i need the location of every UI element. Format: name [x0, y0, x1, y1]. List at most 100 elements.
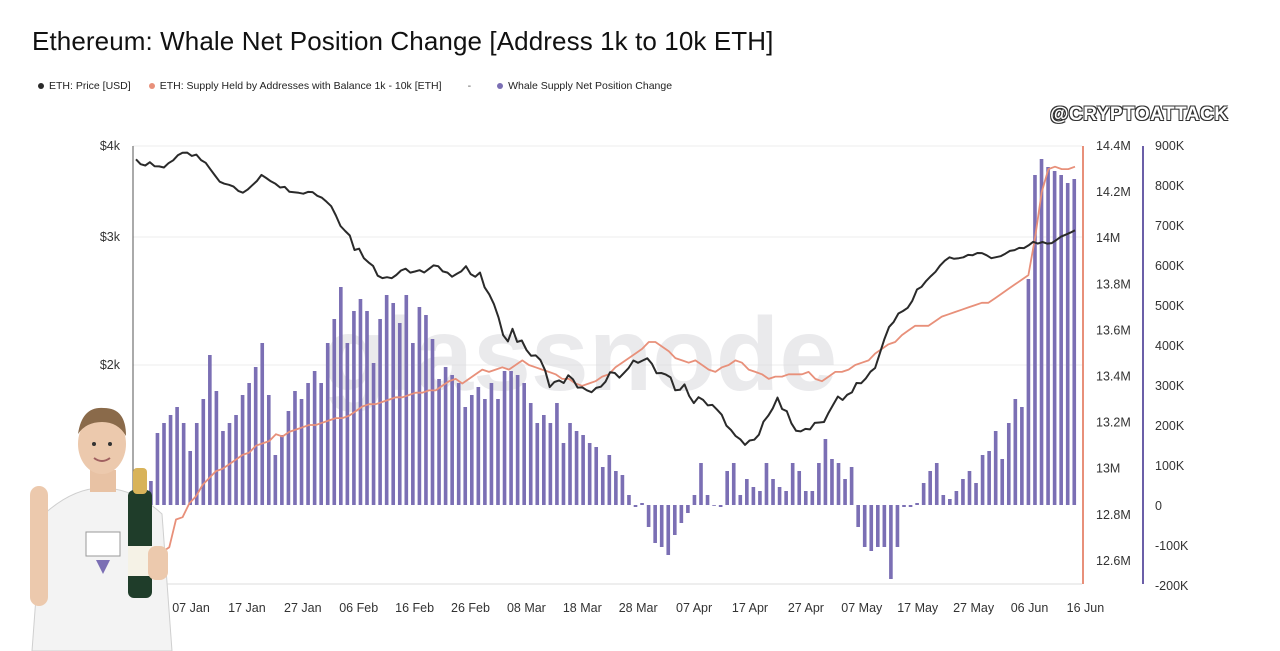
net-change-bar[interactable]: [1059, 175, 1063, 505]
net-change-bar[interactable]: [672, 505, 677, 535]
net-change-bar[interactable]: [902, 505, 906, 507]
net-change-bar[interactable]: [646, 505, 651, 527]
net-change-bar[interactable]: [1013, 399, 1018, 505]
net-change-bar[interactable]: [273, 455, 278, 505]
net-change-bar[interactable]: [627, 495, 631, 505]
net-change-bar[interactable]: [168, 415, 173, 505]
net-change-bar[interactable]: [253, 367, 258, 505]
net-change-bar[interactable]: [371, 363, 376, 505]
net-change-bar[interactable]: [679, 505, 684, 523]
net-change-bar[interactable]: [718, 505, 723, 507]
net-change-bar[interactable]: [751, 487, 756, 505]
net-change-bar[interactable]: [993, 431, 998, 505]
net-change-bar[interactable]: [797, 471, 802, 505]
net-change-bar[interactable]: [417, 307, 422, 505]
net-change-bar[interactable]: [961, 479, 965, 505]
net-change-bar[interactable]: [875, 505, 880, 547]
net-change-bar[interactable]: [659, 505, 664, 547]
net-change-bar[interactable]: [895, 505, 900, 547]
net-change-bar[interactable]: [1046, 167, 1050, 505]
net-change-bar[interactable]: [483, 399, 487, 505]
net-change-bar[interactable]: [175, 407, 179, 505]
net-change-bar[interactable]: [260, 343, 265, 505]
net-change-bar[interactable]: [345, 343, 350, 505]
net-change-bar[interactable]: [653, 505, 657, 543]
price-line[interactable]: [135, 151, 1076, 446]
net-change-bar[interactable]: [810, 491, 815, 505]
net-change-bar[interactable]: [201, 399, 206, 505]
net-change-bar[interactable]: [1033, 175, 1037, 505]
legend-item-supply[interactable]: ETH: Supply Held by Addresses with Balan…: [148, 80, 442, 92]
net-change-bar[interactable]: [620, 475, 625, 505]
net-change-bar[interactable]: [777, 487, 782, 505]
net-change-bar[interactable]: [535, 423, 540, 505]
net-change-bar[interactable]: [1065, 183, 1070, 505]
net-change-bar[interactable]: [692, 495, 697, 505]
net-change-bar[interactable]: [515, 375, 520, 505]
net-change-bar[interactable]: [574, 431, 579, 505]
net-change-bar[interactable]: [424, 315, 428, 505]
net-change-bar[interactable]: [489, 383, 494, 505]
net-change-bar[interactable]: [502, 371, 507, 505]
net-change-bar[interactable]: [299, 399, 304, 505]
net-change-bar[interactable]: [1052, 171, 1057, 505]
net-change-bar[interactable]: [181, 423, 186, 505]
net-change-bar[interactable]: [397, 323, 402, 505]
net-change-bar[interactable]: [686, 505, 690, 513]
net-change-bar[interactable]: [378, 319, 382, 505]
net-change-bar[interactable]: [332, 319, 337, 505]
net-change-bar[interactable]: [286, 411, 291, 505]
net-change-bar[interactable]: [731, 463, 736, 505]
net-change-bar[interactable]: [980, 455, 985, 505]
net-change-bar[interactable]: [784, 491, 788, 505]
net-change-bar[interactable]: [882, 505, 887, 547]
net-change-bar[interactable]: [934, 463, 939, 505]
net-change-bar[interactable]: [849, 467, 854, 505]
net-change-bar[interactable]: [666, 505, 671, 555]
net-change-bar[interactable]: [463, 407, 468, 505]
net-change-bar[interactable]: [312, 371, 317, 505]
net-change-bar[interactable]: [561, 443, 566, 505]
net-change-bar[interactable]: [908, 505, 913, 507]
net-change-bar[interactable]: [817, 463, 821, 505]
net-change-bar[interactable]: [437, 379, 441, 505]
net-change-bar[interactable]: [1026, 279, 1031, 505]
net-change-bar[interactable]: [941, 495, 946, 505]
net-change-bar[interactable]: [869, 505, 874, 551]
net-change-bar[interactable]: [928, 471, 933, 505]
net-change-bar[interactable]: [967, 471, 972, 505]
net-change-bar[interactable]: [640, 503, 644, 505]
net-change-bar[interactable]: [266, 395, 271, 505]
net-change-bar[interactable]: [528, 403, 533, 505]
net-change-bar[interactable]: [404, 295, 409, 505]
net-change-bar[interactable]: [803, 491, 808, 505]
net-change-bar[interactable]: [522, 383, 526, 505]
net-change-bar[interactable]: [358, 299, 363, 505]
net-change-bar[interactable]: [705, 495, 710, 505]
net-change-bar[interactable]: [712, 505, 716, 506]
net-change-bar[interactable]: [476, 387, 481, 505]
net-change-bar[interactable]: [758, 491, 762, 505]
net-change-bar[interactable]: [581, 435, 585, 505]
net-change-bar[interactable]: [319, 383, 323, 505]
net-change-bar[interactable]: [352, 311, 356, 505]
net-change-bar[interactable]: [725, 471, 729, 505]
net-change-bar[interactable]: [843, 479, 847, 505]
net-change-bar[interactable]: [430, 339, 435, 505]
net-change-bar[interactable]: [188, 451, 193, 505]
net-change-bar[interactable]: [954, 491, 959, 505]
legend-item-price[interactable]: ETH: Price [USD]: [38, 80, 131, 92]
net-change-bar[interactable]: [771, 479, 775, 505]
net-change-bar[interactable]: [1006, 423, 1011, 505]
net-change-bar[interactable]: [568, 423, 572, 505]
net-change-bar[interactable]: [155, 433, 160, 505]
legend-item-net-change[interactable]: Whale Supply Net Position Change: [497, 80, 672, 92]
net-change-bar[interactable]: [443, 367, 448, 505]
net-change-bar[interactable]: [365, 311, 369, 505]
net-change-bar[interactable]: [764, 463, 769, 505]
net-change-bar[interactable]: [948, 499, 952, 505]
net-change-bar[interactable]: [162, 423, 166, 505]
net-change-bar[interactable]: [542, 415, 546, 505]
net-change-bar[interactable]: [450, 375, 454, 505]
net-change-bar[interactable]: [293, 391, 297, 505]
